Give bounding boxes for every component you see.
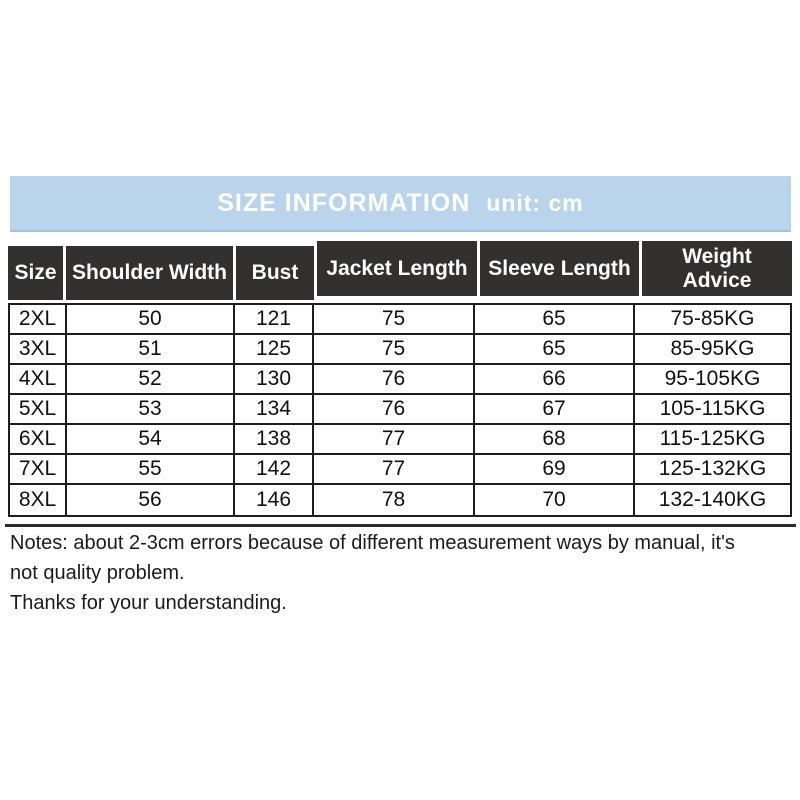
value-cell: 70 bbox=[475, 485, 635, 515]
size-cell: 5XL bbox=[10, 395, 67, 425]
value-cell: 75 bbox=[314, 335, 475, 365]
value-cell: 50 bbox=[67, 305, 235, 335]
value-cell: 53 bbox=[67, 395, 235, 425]
value-cell: 78 bbox=[314, 485, 475, 515]
value-cell: 51 bbox=[67, 335, 235, 365]
size-cell: 6XL bbox=[10, 425, 67, 455]
value-cell: 142 bbox=[235, 455, 314, 485]
size-cell: 4XL bbox=[10, 365, 67, 395]
column-header-bust: Bust bbox=[236, 246, 314, 300]
value-cell: 76 bbox=[314, 395, 475, 425]
value-cell: 125 bbox=[235, 335, 314, 365]
column-header-label: Sleeve Length bbox=[488, 256, 631, 280]
size-cell: 2XL bbox=[10, 305, 67, 335]
value-cell: 75 bbox=[314, 305, 475, 335]
value-cell: 85-95KG bbox=[635, 335, 790, 365]
column-header-label: Jacket Length bbox=[326, 256, 468, 280]
size-cell: 3XL bbox=[10, 335, 67, 365]
value-cell: 68 bbox=[475, 425, 635, 455]
value-cell: 75-85KG bbox=[635, 305, 790, 335]
value-cell: 69 bbox=[475, 455, 635, 485]
value-cell: 56 bbox=[67, 485, 235, 515]
column-header-label: Size bbox=[14, 261, 57, 284]
value-cell: 138 bbox=[235, 425, 314, 455]
value-cell: 132-140KG bbox=[658, 488, 767, 511]
column-header-shoulder-width: Shoulder Width bbox=[66, 246, 233, 300]
value-cell: 55 bbox=[67, 455, 235, 485]
value-cell: 125-132KG bbox=[635, 455, 790, 485]
value-cell: 134 bbox=[235, 395, 314, 425]
value-cell: 115-125KG bbox=[635, 425, 790, 455]
value-cell: 66 bbox=[475, 365, 635, 395]
value-cell: 77 bbox=[314, 425, 475, 455]
value-cell: 67 bbox=[475, 395, 635, 425]
column-header-label: Shoulder Width bbox=[72, 261, 227, 284]
value-cell: 65 bbox=[475, 335, 635, 365]
size-cell: 8XL bbox=[10, 485, 67, 515]
value-cell: 65 bbox=[475, 305, 635, 335]
value-cell: 77 bbox=[314, 455, 475, 485]
size-table: 2XL 50 121 75 65 75-85KG 3XL 51 125 75 65 85-95KG 4X… bbox=[8, 303, 792, 517]
value-cell: 146 bbox=[235, 485, 314, 515]
column-header-weight-advice: Weight Advice bbox=[642, 241, 792, 296]
column-header-jacket-length: Jacket Length bbox=[317, 241, 477, 296]
value-cell: 54 bbox=[67, 425, 235, 455]
value-cell: 105-115KG bbox=[635, 395, 790, 425]
value-cell: 76 bbox=[314, 365, 475, 395]
size-cell: 7XL bbox=[10, 455, 67, 485]
notes-text: Notes: about 2-3cm errors because of dif… bbox=[10, 532, 735, 584]
column-header-label: Bust bbox=[251, 261, 299, 284]
column-header-label: Weight Advice bbox=[682, 244, 752, 292]
value-cell: 130 bbox=[235, 365, 314, 395]
column-header-sleeve-length: Sleeve Length bbox=[480, 241, 639, 296]
unit-label: unit: cm bbox=[486, 189, 584, 216]
page-title: SIZE INFORMATION bbox=[217, 188, 471, 217]
title-bar: SIZE INFORMATION unit: cm bbox=[10, 176, 791, 232]
table-header-row: Size Shoulder Width Bust Jacket Length Sleev… bbox=[8, 241, 792, 300]
column-header-size: Size bbox=[8, 246, 63, 300]
thanks-text: Thanks for your understanding. bbox=[10, 592, 287, 614]
separator-line bbox=[5, 524, 796, 527]
value-cell: 95-105KG bbox=[635, 365, 790, 395]
notes: Notes: about 2-3cm errors because of dif… bbox=[10, 528, 758, 618]
value-cell: 52 bbox=[67, 365, 235, 395]
value-cell: 121 bbox=[235, 305, 314, 335]
